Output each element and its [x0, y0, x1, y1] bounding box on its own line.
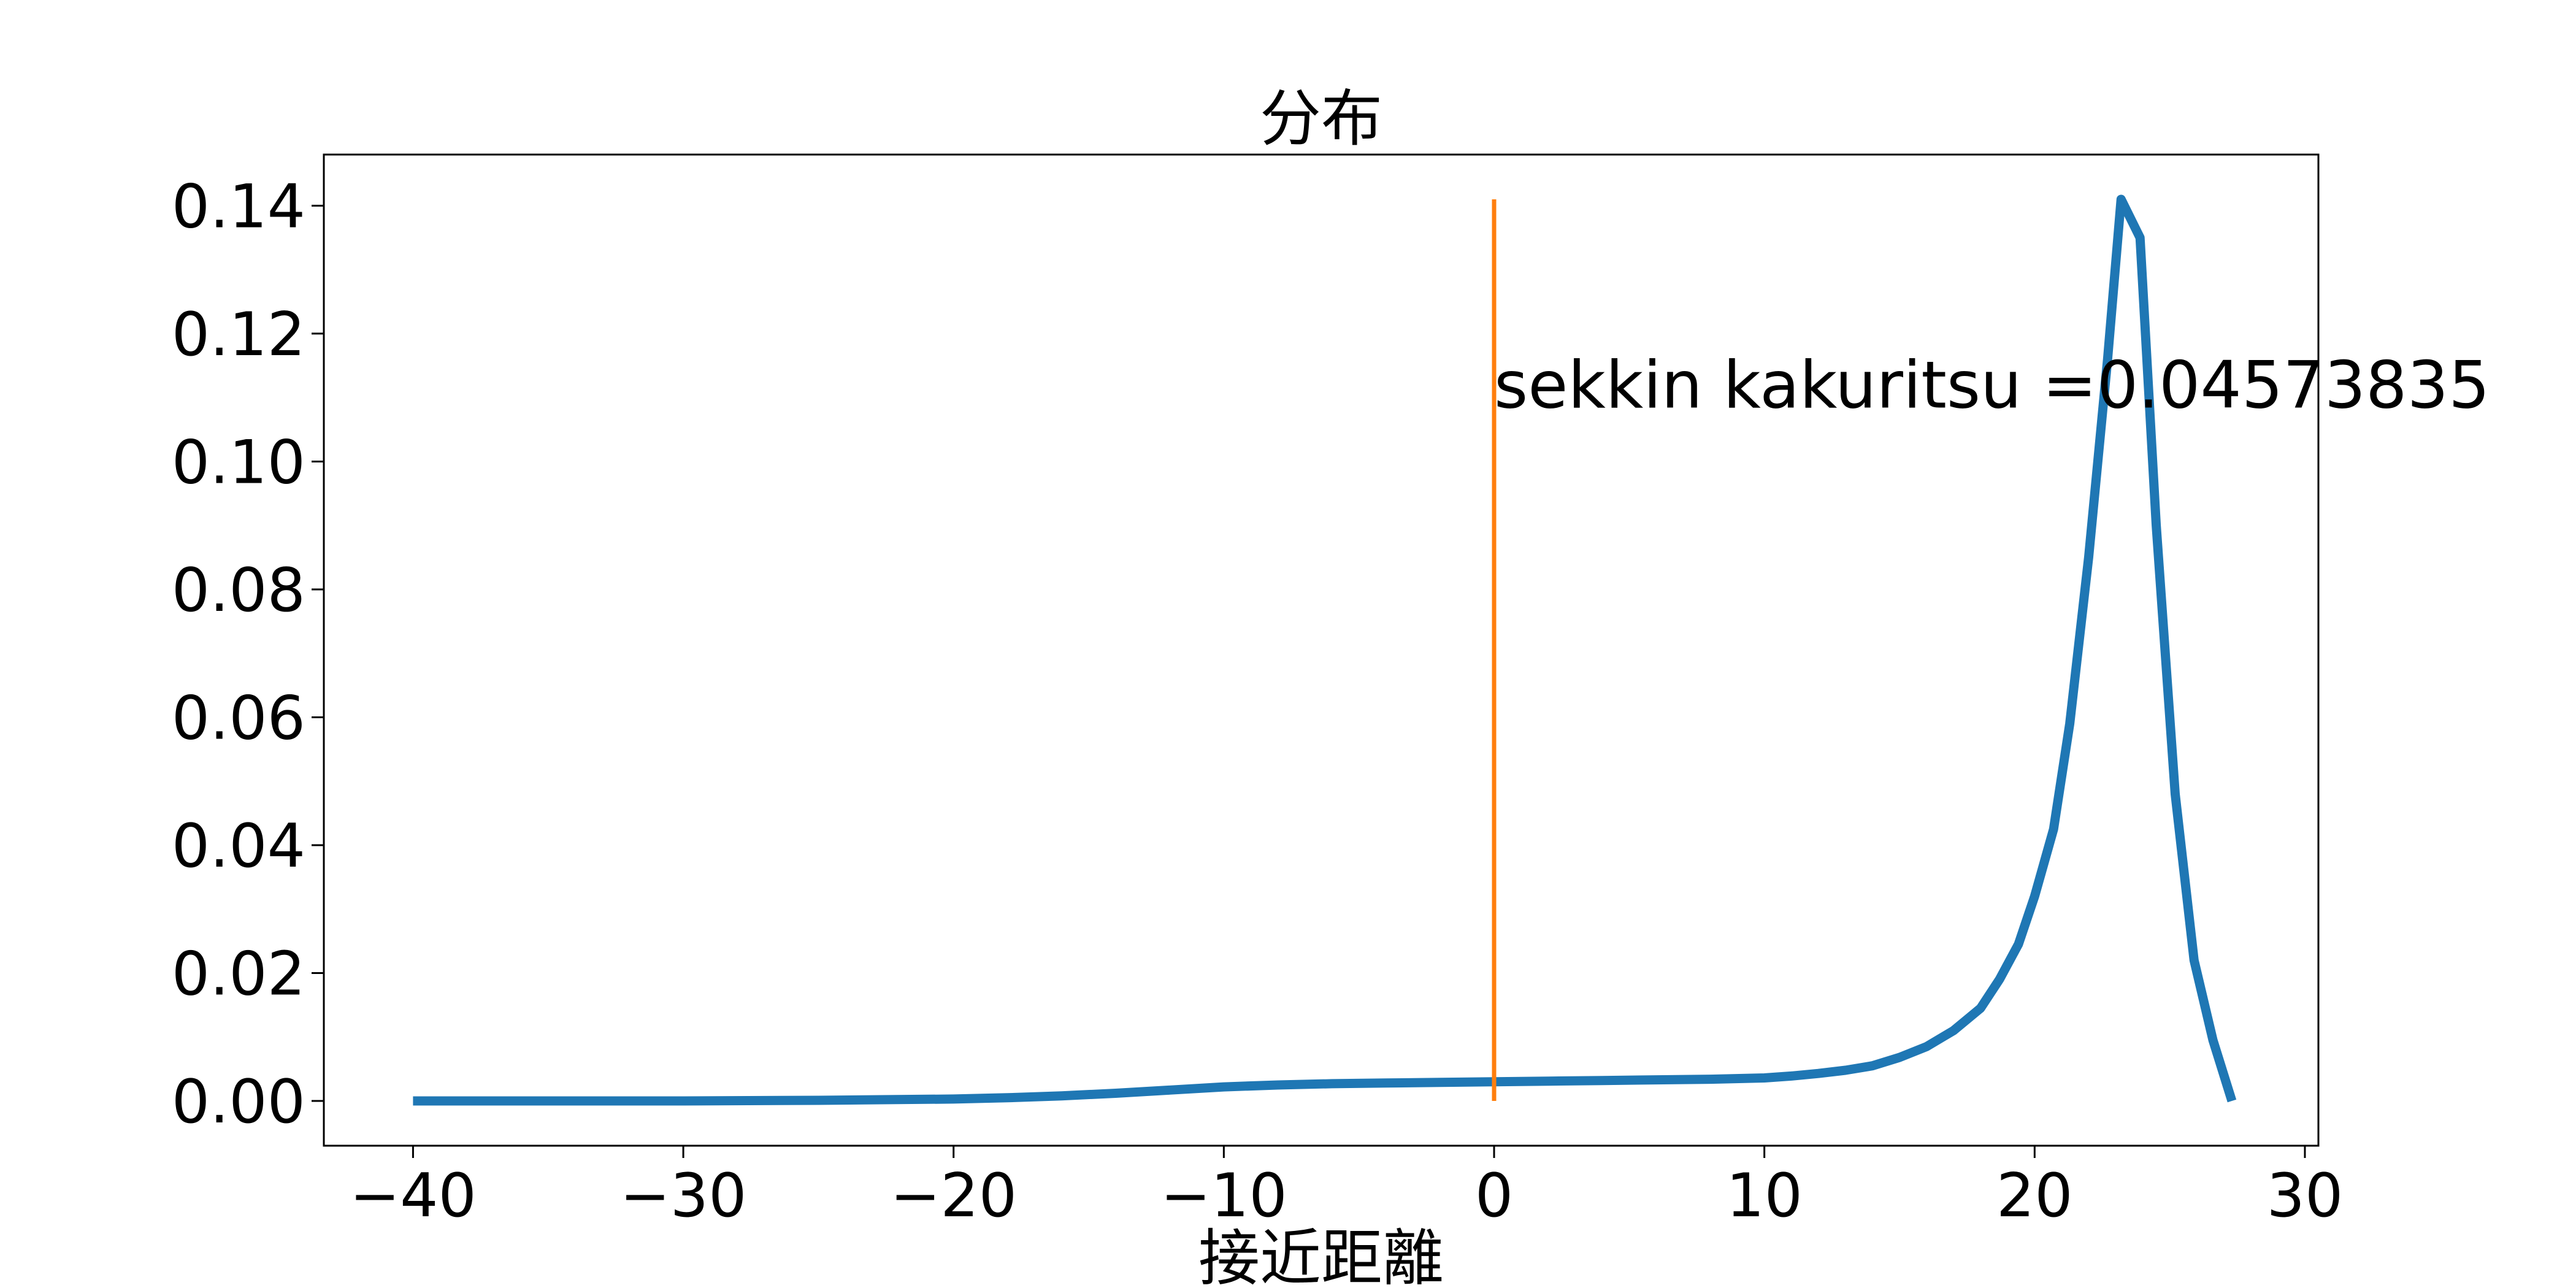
y-tick-label: 0.06: [172, 683, 305, 753]
x-axis: −40 −30 −20 −10 0 10 20 30: [350, 1146, 2343, 1231]
annotation-text: sekkin kakuritsu =0.04573835: [1494, 347, 2490, 423]
y-axis: 0.00 0.02 0.04 0.06 0.08 0.10 0.12 0.14: [172, 172, 324, 1137]
x-tick-label: −40: [350, 1161, 477, 1231]
y-tick-label: 0.00: [172, 1067, 305, 1137]
series-line-0: [413, 194, 2237, 1106]
y-tick-label: 0.14: [172, 172, 305, 242]
plot-frame: [323, 153, 2320, 1147]
x-tick-label: −30: [620, 1161, 747, 1231]
chart-title: 分布: [1260, 83, 1382, 155]
plot-area: [413, 194, 2237, 1106]
y-tick-label: 0.12: [172, 300, 305, 370]
x-tick-label: 10: [1726, 1161, 1803, 1231]
y-tick-label: 0.02: [172, 940, 305, 1010]
x-tick-label: −20: [890, 1161, 1017, 1231]
x-axis-label: 接近距離: [1198, 1222, 1444, 1288]
x-tick-label: 30: [2267, 1161, 2344, 1231]
y-tick-label: 0.10: [172, 427, 305, 497]
x-tick-label: 0: [1475, 1161, 1513, 1231]
y-tick-label: 0.08: [172, 556, 305, 626]
y-tick-label: 0.04: [172, 811, 305, 881]
x-tick-label: 20: [1996, 1161, 2073, 1231]
x-tick-label: −10: [1160, 1161, 1287, 1231]
